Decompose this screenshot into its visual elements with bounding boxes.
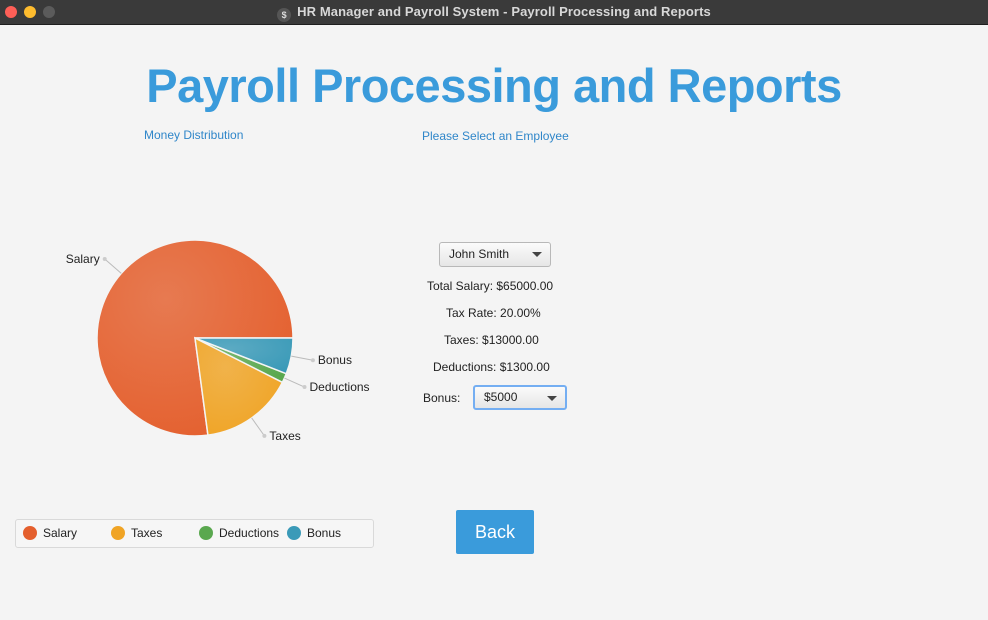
money-distribution-label: Money Distribution	[144, 128, 244, 142]
back-button[interactable]: Back	[456, 510, 534, 554]
pie-leader-salary	[104, 258, 122, 274]
window-title: $ HR Manager and Payroll System - Payroll…	[0, 4, 988, 22]
legend-item-bonus: Bonus	[287, 526, 341, 540]
pie-label-salary: Salary	[66, 252, 100, 266]
legend-item-taxes: Taxes	[111, 526, 162, 540]
pie-label-deductions: Deductions	[310, 380, 370, 394]
legend-label-salary: Salary	[43, 526, 78, 540]
dollar-icon: $	[277, 8, 292, 22]
pie-label-bonus: Bonus	[318, 353, 352, 367]
legend-item-deductions: Deductions	[199, 526, 279, 540]
select-employee-label: Please Select an Employee	[422, 129, 569, 143]
pie-label-taxes: Taxes	[269, 429, 300, 443]
page-title: Payroll Processing and Reports	[146, 59, 842, 112]
deductions-text: Deductions: $1300.00	[433, 360, 550, 374]
legend-swatch-taxes	[111, 526, 125, 540]
pie-slice-bonus	[194, 337, 294, 375]
chevron-down-icon	[532, 252, 542, 257]
pie-leader-dot-bonus	[310, 358, 315, 363]
legend-label-taxes: Taxes	[131, 526, 163, 540]
maximize-window-button[interactable]	[43, 6, 55, 18]
pie-leader-deductions	[284, 377, 305, 388]
legend-swatch-deductions	[199, 526, 213, 540]
legend-swatch-salary	[23, 526, 37, 540]
tax-rate-text: Tax Rate: 20.00%	[446, 306, 541, 320]
pie-leader-taxes	[251, 417, 265, 437]
legend-item-salary: Salary	[23, 526, 77, 540]
taxes-text: Taxes: $13000.00	[444, 333, 539, 347]
pie-leader-dot-deductions	[302, 385, 307, 390]
chart-legend: Salary Taxes Deductions Bonus	[15, 519, 374, 548]
close-window-button[interactable]	[5, 6, 17, 18]
legend-label-bonus: Bonus	[307, 526, 342, 540]
pie-leader-dot-taxes	[262, 433, 267, 438]
employee-select-value: John Smith	[449, 247, 510, 261]
legend-swatch-bonus	[287, 526, 301, 540]
pie-leader-bonus	[291, 355, 314, 361]
minimize-window-button[interactable]	[24, 6, 36, 18]
pie-leader-dot-salary	[102, 256, 107, 261]
bonus-select[interactable]: $5000	[473, 385, 567, 410]
bonus-select-value: $5000	[484, 390, 518, 404]
window-titlebar: $ HR Manager and Payroll System - Payroll…	[0, 0, 988, 25]
chevron-down-icon	[547, 396, 557, 401]
legend-label-deductions: Deductions	[219, 526, 280, 540]
money-distribution-pie-chart: Salary Taxes Deductions Bonus	[40, 210, 400, 460]
total-salary-text: Total Salary: $65000.00	[427, 279, 554, 293]
employee-select[interactable]: John Smith	[439, 242, 551, 267]
window-title-text: HR Manager and Payroll System - Payroll …	[297, 4, 711, 19]
bonus-label: Bonus:	[423, 391, 461, 405]
pie-chart-svg: Salary Taxes Deductions Bonus	[66, 239, 370, 443]
